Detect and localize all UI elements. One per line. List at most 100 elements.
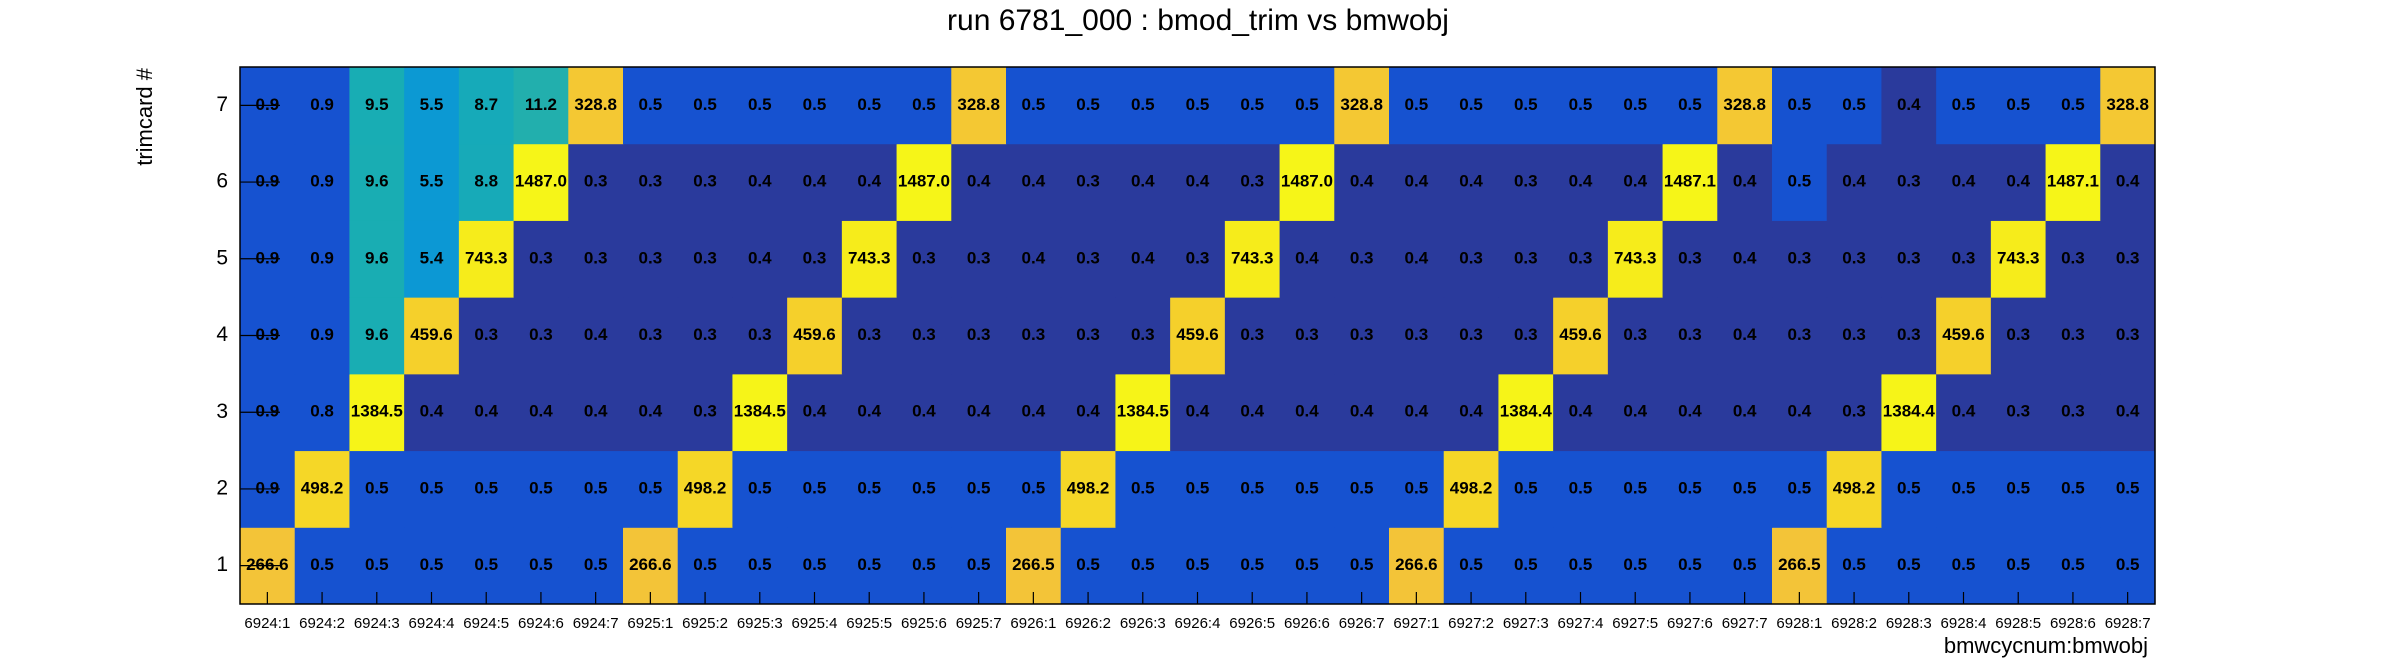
cell-label: 0.4 [1186,402,1210,421]
cell [2100,450,2156,528]
cell-label: 328.8 [957,95,1000,114]
cell-label: 0.5 [1733,555,1757,574]
cell-label: 0.4 [1350,172,1374,191]
cell [1826,450,1882,528]
cell-label: 0.5 [912,555,936,574]
cell-label: 0.3 [693,402,717,421]
cell-label: 9.5 [365,95,389,114]
cell [1060,220,1116,298]
cell-label: 0.3 [2116,325,2140,344]
cell-label: 0.5 [2006,95,2030,114]
cell [1772,220,1828,298]
cell-label: 1487.0 [1281,172,1333,191]
cell [951,527,1007,605]
cell-label: 5.5 [420,172,444,191]
cell-label: 0.5 [748,95,772,114]
cell-label: 0.4 [2006,172,2030,191]
cell-label: 0.4 [529,402,553,421]
cell-label: 1487.0 [515,172,567,191]
cell [1881,373,1937,452]
cell-label: 328.8 [2106,95,2149,114]
cell-label: 0.4 [1022,248,1046,267]
cell [1170,143,1226,221]
cell [1990,373,2047,452]
cell [404,373,460,452]
cell-label: 0.3 [2061,325,2085,344]
x-tick-label: 6924:5 [463,615,509,632]
cell-label: 459.6 [410,325,453,344]
cell [458,297,515,375]
x-tick-label: 6925:4 [792,615,838,632]
cell-label: 0.4 [857,172,881,191]
cell-label: 0.3 [1459,248,1483,267]
cell-label: 0.3 [529,325,553,344]
cell-label: 0.5 [748,555,772,574]
cell [2045,67,2101,145]
cell [951,67,1007,145]
cell-label: 743.3 [848,248,891,267]
cell-label: 0.5 [420,478,444,497]
x-tick-label: 6926:4 [1175,615,1221,632]
cell [404,220,460,298]
cell-label: 498.2 [684,478,727,497]
cell-label: 1384.4 [1500,402,1553,421]
x-tick-label: 6927:6 [1667,615,1713,632]
cell [1279,527,1335,605]
cell-label: 0.3 [529,248,553,267]
cell-label: 0.5 [1623,478,1647,497]
cell-label: 0.5 [1405,95,1429,114]
cell-label: 0.4 [1952,402,1976,421]
cell [1115,67,1171,145]
cell [1224,67,1281,145]
cell-label: 0.3 [693,248,717,267]
cell [1662,297,1718,375]
cell [1881,143,1937,221]
cell-label: 0.5 [529,555,553,574]
cell [1443,220,1499,298]
cell-label: 0.5 [803,555,827,574]
cell-label: 0.5 [1788,95,1812,114]
cell-label: 743.3 [465,248,508,267]
cell-label: 0.4 [1733,402,1757,421]
y-tick-label: 1 [216,553,228,576]
cell [1115,373,1171,452]
cell [1224,527,1281,605]
cell [1170,527,1226,605]
cell-label: 0.4 [1952,172,1976,191]
cell-label: 0.3 [1842,248,1866,267]
chart-title: run 6781_000 : bmod_trim vs bmwobj [947,4,1449,37]
cell-label: 0.5 [1897,555,1921,574]
cell [787,67,843,145]
cell-label: 0.5 [1733,478,1757,497]
cell [1224,143,1281,221]
x-tick-label: 6928:3 [1886,615,1932,632]
cell [1334,373,1390,452]
cell [1881,67,1937,145]
cell-label: 0.5 [1295,478,1319,497]
cell-label: 11.2 [525,95,557,114]
cell [1990,220,2047,298]
cell [896,450,952,528]
cell [1772,450,1828,528]
cell [1717,220,1773,298]
cell [1389,527,1445,605]
cell-label: 0.5 [1514,478,1538,497]
cell [1060,527,1116,605]
cell [677,527,733,605]
cell-label: 0.3 [584,172,608,191]
cell-label: 0.5 [1240,95,1264,114]
cell [623,67,679,145]
cell-label: 0.5 [1514,95,1538,114]
cell [677,143,733,221]
x-axis-label: bmwcycnum:bmwobj [1944,633,2148,658]
cell [2100,527,2156,605]
cell [349,527,405,605]
cell-label: 0.5 [1022,95,1046,114]
cell-label: 0.3 [912,325,936,344]
cell-label: 0.9 [310,248,334,267]
x-tick-label: 6927:3 [1503,615,1549,632]
cell-label: 0.5 [1405,478,1429,497]
cell [1717,527,1773,605]
x-tick-label: 6928:2 [1831,615,1877,632]
cell-label: 0.3 [857,325,881,344]
